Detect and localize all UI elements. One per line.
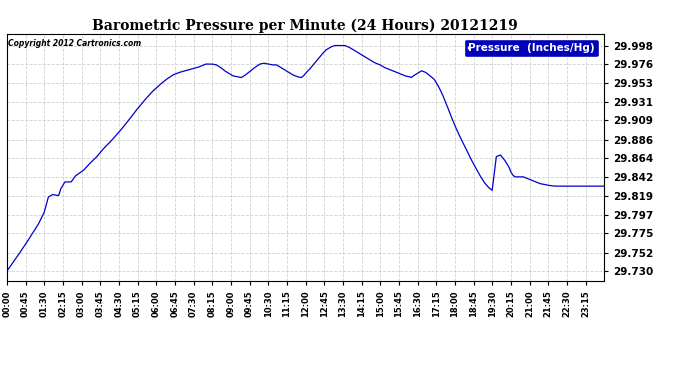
- Title: Barometric Pressure per Minute (24 Hours) 20121219: Barometric Pressure per Minute (24 Hours…: [92, 18, 518, 33]
- Text: Copyright 2012 Cartronics.com: Copyright 2012 Cartronics.com: [8, 39, 141, 48]
- Legend: Pressure  (Inches/Hg): Pressure (Inches/Hg): [464, 39, 598, 57]
